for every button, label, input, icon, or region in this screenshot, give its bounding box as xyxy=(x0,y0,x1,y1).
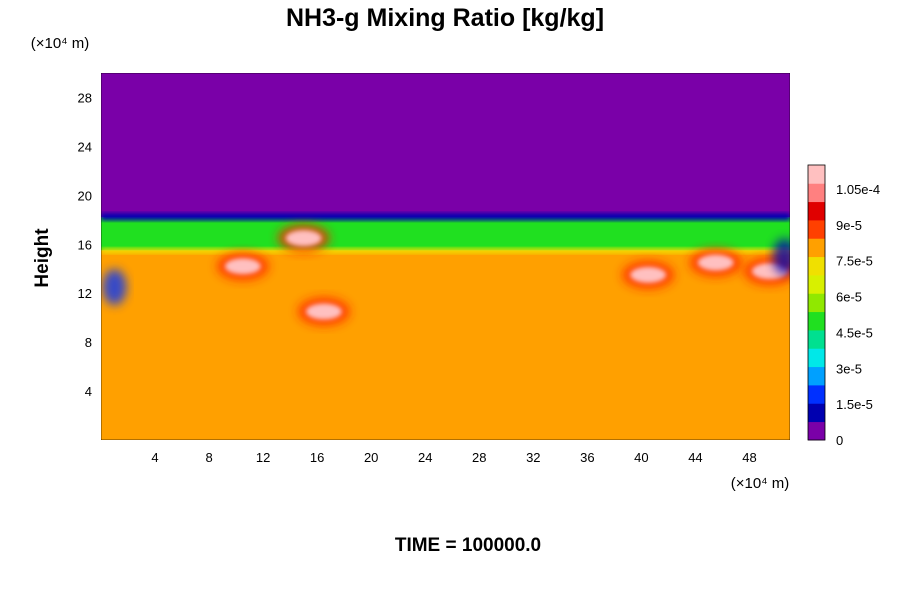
feature-core-max-blob-4 xyxy=(630,266,667,283)
colorbar-frame xyxy=(807,164,826,441)
chart-title: NH3-g Mixing Ratio [kg/kg] xyxy=(286,4,604,32)
colorbar-segment xyxy=(808,421,825,441)
colorbar-segment xyxy=(808,311,825,331)
y-tick-label: 4 xyxy=(85,384,92,399)
colorbar-tick-label: 7.5e-5 xyxy=(836,254,873,269)
plot-area xyxy=(101,73,790,440)
colorbar-segment xyxy=(808,293,825,313)
x-tick-label: 4 xyxy=(151,450,158,465)
transition-band xyxy=(101,248,790,254)
y-tick-label: 16 xyxy=(78,237,92,252)
colorbar-tick-label: 3e-5 xyxy=(836,361,862,376)
x-axis-ticks: 4 8 12 16 20 24 28 32 36 40 44 48 xyxy=(151,450,756,465)
x-tick-label: 12 xyxy=(256,450,270,465)
colorbar-tick-label: 4.5e-5 xyxy=(836,325,873,340)
feature-core-max-blob-5 xyxy=(697,254,734,271)
x-tick-label: 32 xyxy=(526,450,540,465)
y-axis-unit-label: (×10⁴ m) xyxy=(31,35,90,52)
y-tick-label: 12 xyxy=(78,286,92,301)
x-tick-label: 44 xyxy=(688,450,702,465)
colorbar-segment xyxy=(808,220,825,239)
colorbar-segment xyxy=(808,403,825,423)
colorbar-tick-label: 1.5e-5 xyxy=(836,397,873,412)
x-tick-label: 24 xyxy=(418,450,432,465)
x-tick-label: 40 xyxy=(634,450,648,465)
y-tick-label: 8 xyxy=(85,335,92,350)
colorbar-segment xyxy=(808,238,825,258)
y-axis-title: Height xyxy=(32,228,53,288)
region-transition-layer xyxy=(101,217,790,251)
colorbar-tick-label: 0 xyxy=(836,433,843,448)
colorbar-segment xyxy=(808,275,825,294)
feature-min-edge-right xyxy=(772,238,790,275)
x-tick-label: 36 xyxy=(580,450,594,465)
upper-boundary-band xyxy=(101,213,790,221)
y-tick-label: 28 xyxy=(78,90,92,105)
time-label: TIME = 100000.0 xyxy=(395,535,541,556)
colorbar-segment xyxy=(808,201,825,221)
feature-min-edge-left xyxy=(102,269,127,306)
feature-core-max-blob-3 xyxy=(224,258,261,275)
y-axis-ticks: 4 8 12 16 20 24 28 xyxy=(78,90,92,399)
x-axis-unit-label: (×10⁴ m) xyxy=(731,475,790,492)
x-tick-label: 8 xyxy=(205,450,212,465)
colorbar-segment xyxy=(808,366,825,386)
x-tick-label: 28 xyxy=(472,450,486,465)
colorbar-segment xyxy=(808,348,825,368)
feature-core-max-blob-1 xyxy=(285,230,322,247)
colorbar-segment xyxy=(808,183,825,203)
x-tick-label: 16 xyxy=(310,450,324,465)
colorbar-segment xyxy=(808,256,825,276)
y-tick-label: 20 xyxy=(78,188,92,203)
colorbar-segment xyxy=(808,165,825,184)
colorbar-segment xyxy=(808,330,825,349)
colorbar-segment xyxy=(808,385,825,404)
x-tick-label: 48 xyxy=(742,450,756,465)
y-tick-label: 24 xyxy=(78,139,92,154)
feature-core-max-blob-2 xyxy=(305,303,342,320)
colorbar: 0 1.5e-5 3e-5 4.5e-5 6e-5 7.5e-5 9e-5 1.05e-4 xyxy=(807,164,880,448)
colorbar-tick-label: 9e-5 xyxy=(836,218,862,233)
colorbar-tick-label: 1.05e-4 xyxy=(836,182,880,197)
region-upper-layer xyxy=(101,73,790,218)
x-tick-label: 20 xyxy=(364,450,378,465)
colorbar-tick-label: 6e-5 xyxy=(836,290,862,305)
region-lower-layer xyxy=(101,250,790,440)
